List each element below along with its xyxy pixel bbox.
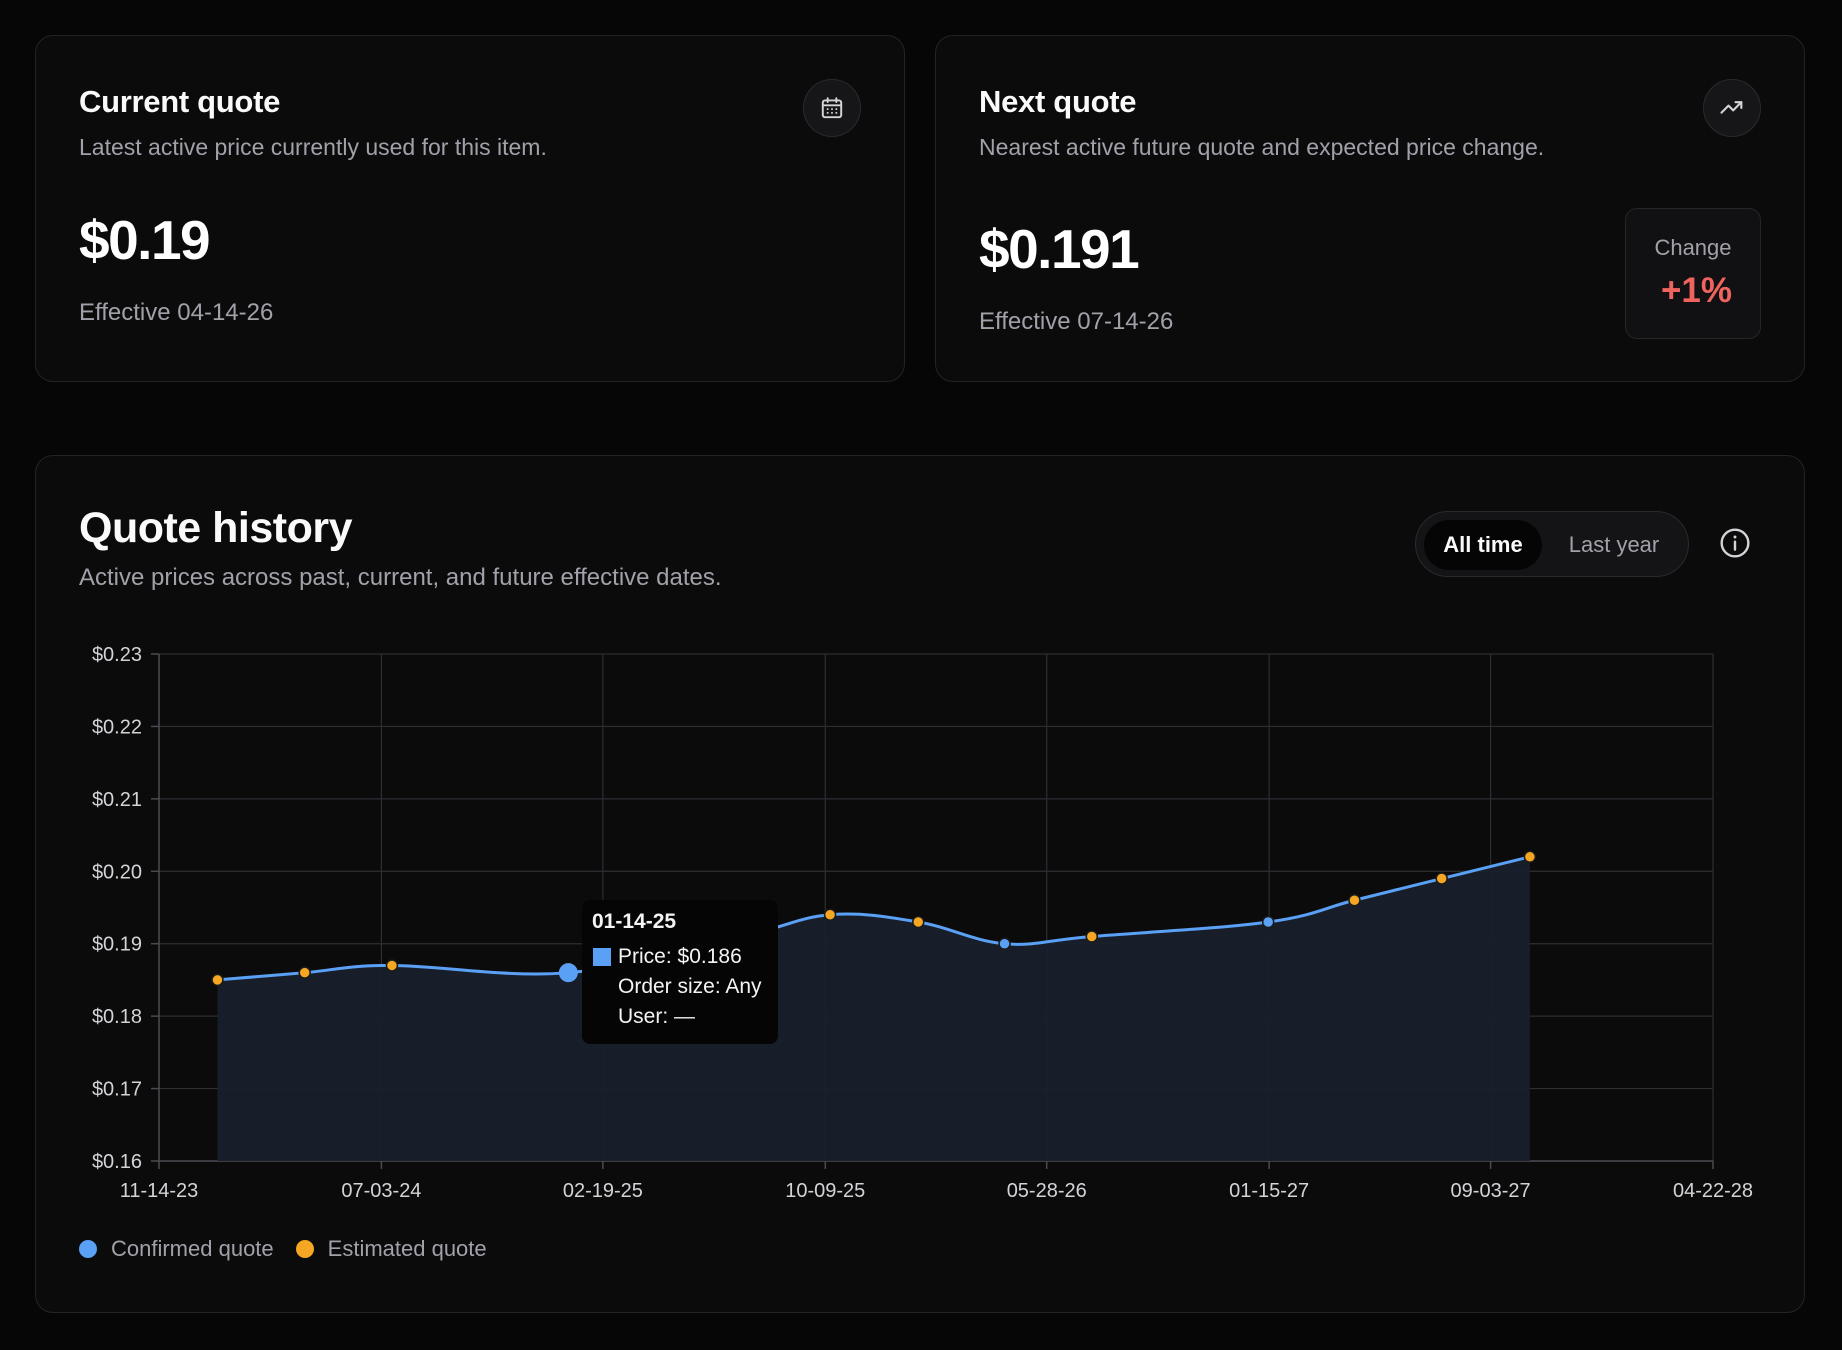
calendar-icon [821,97,843,119]
change-label: Change [1654,235,1732,260]
data-point [1348,894,1361,907]
chart-line-layer [217,855,1531,982]
calendar-button[interactable] [803,79,861,137]
trending-up-icon [1720,101,1743,114]
legend-label-estimated: Estimated quote [327,1236,487,1261]
area-fill [217,856,1530,1161]
data-point [1523,850,1537,864]
y-tick-label: $0.20 [92,861,142,883]
tooltip-date: 01-14-25 [592,910,677,933]
current-quote-effective: Effective 04-14-26 [79,299,274,326]
data-point [1435,872,1448,885]
x-tick-label: 09-03-27 [1451,1180,1531,1202]
chart-tooltip: 01-14-25 Price: $0.186 Order size: Any U… [582,900,778,1044]
x-tick-label: 04-22-28 [1673,1180,1753,1202]
legend-label-confirmed: Confirmed quote [111,1236,274,1261]
y-tick-label: $0.17 [92,1079,142,1101]
y-tick-label: $0.16 [92,1151,142,1173]
series-line [217,855,1531,982]
data-point [912,915,925,929]
quote-history-title: Quote history [79,504,353,552]
change-value: +1% [1660,271,1732,310]
chart-points [211,850,1537,987]
next-quote-price: $0.191 [979,218,1140,280]
data-point [1261,915,1275,929]
current-quote-price: $0.19 [79,209,211,271]
x-tick-label: 02-19-25 [563,1180,643,1202]
range-all-time-button[interactable]: All time [1424,520,1542,570]
x-tick-label: 07-03-24 [341,1180,421,1202]
quote-history-card: Quote history Active prices across past,… [35,455,1805,1313]
tooltip-price-row: Price: $0.186 [592,942,768,972]
tooltip-swatch [593,948,611,966]
quote-history-chart: $0.23 $0.22 $0.21 $0.20 $0.19 $0.18 $0.17 $0.16… [92,644,1753,1202]
range-last-year-button[interactable]: Last year [1568,532,1660,557]
data-point [823,908,837,921]
x-axis-labels: 11-14-23 07-03-24 02-19-25 10-09-25 05-28-26… [120,1180,1753,1202]
trend-button[interactable] [1703,79,1761,137]
x-tick-label: 11-14-23 [120,1180,199,1202]
next-quote-card: Next quote Nearest active future quote a… [935,35,1805,382]
data-point [998,937,1011,950]
chart-area-layer [217,856,1530,1161]
quote-history-subtitle: Active prices across past, current, and … [79,564,722,591]
estimated-dot-icon [295,1240,314,1258]
x-tick-label: 01-15-27 [1229,1180,1309,1202]
tooltip-price: Price: $0.186 [618,945,742,968]
current-quote-title: Current quote [79,84,281,119]
data-point [298,966,311,979]
y-tick-label: $0.18 [92,1006,142,1028]
confirmed-dot-icon [79,1240,97,1258]
highlighted-point [558,963,578,983]
y-tick-label: $0.23 [92,644,142,666]
next-quote-effective: Effective 07-14-26 [979,308,1174,335]
range-toggle: All time Last year [1415,511,1689,577]
data-point [385,959,399,972]
y-tick-label: $0.21 [92,789,142,811]
chart-legend: Confirmed quote Estimated quote [79,1236,509,1262]
current-quote-subtitle: Latest active price currently used for t… [79,134,547,160]
x-tick-label: 05-28-26 [1007,1180,1087,1202]
x-tick-label: 10-09-25 [785,1180,865,1202]
legend-item-confirmed[interactable]: Confirmed quote [79,1236,274,1262]
change-box: Change +1% [1625,208,1761,339]
tooltip-user: User: — [618,1005,696,1028]
y-tick-label: $0.19 [92,934,142,956]
info-icon[interactable] [1719,527,1751,559]
legend-item-estimated[interactable]: Estimated quote [295,1236,487,1262]
current-quote-card: Current quote Latest active price curren… [35,35,905,382]
tooltip-order-size: Order size: Any [618,975,762,998]
data-point [211,973,224,987]
next-quote-title: Next quote [979,84,1137,119]
next-quote-subtitle: Nearest active future quote and expected… [979,134,1545,160]
y-axis-labels: $0.23 $0.22 $0.21 $0.20 $0.19 $0.18 $0.17 $0.16 [92,644,142,1173]
data-point [1085,930,1099,943]
y-tick-label: $0.22 [92,716,142,738]
